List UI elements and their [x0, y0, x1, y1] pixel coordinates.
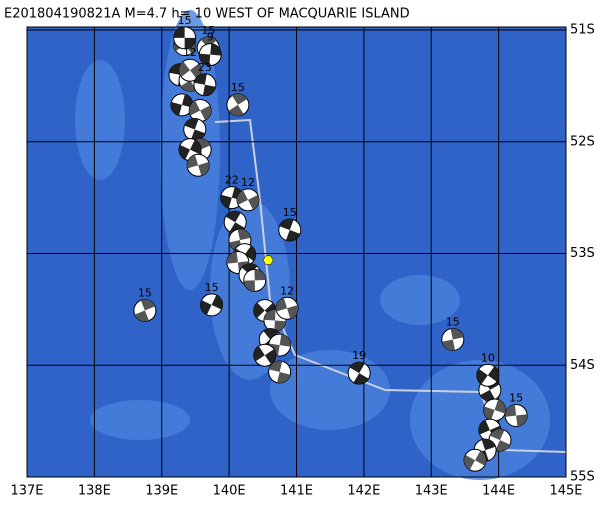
depth-label: 22 — [225, 174, 239, 187]
beachball-compression — [464, 450, 487, 470]
title: E201804190821A M=4.7 h= 10 WEST OF MACQU… — [4, 7, 410, 22]
beachball-compression — [187, 154, 210, 176]
beachball — [186, 153, 210, 177]
depth-label: 9 — [207, 31, 214, 44]
depth-label: 15 — [446, 316, 460, 329]
depth-label: 15 — [283, 206, 297, 219]
depth-label: 15 — [205, 281, 219, 294]
beachball-compression — [442, 328, 464, 351]
depth-label: 10 — [481, 351, 495, 364]
beachball — [268, 360, 292, 384]
beachball-compression — [505, 404, 528, 427]
beachball — [243, 268, 267, 292]
beachball-compression — [276, 297, 299, 319]
beachball-compression — [236, 190, 259, 210]
x-tick-label: 139E — [145, 484, 178, 499]
depth-label: 23 — [198, 61, 212, 74]
depth-label: 12 — [280, 284, 294, 297]
x-tick-label: 142E — [347, 484, 380, 499]
depth-label: 15 — [138, 286, 152, 299]
beachball-compression — [189, 100, 212, 121]
depth-label: 15 — [231, 81, 245, 94]
beachball-compression — [263, 309, 286, 332]
beachball-compression — [243, 269, 266, 292]
beachball-compression — [179, 61, 202, 79]
x-tick-label: 144E — [482, 484, 515, 499]
y-tick-label: 51S — [570, 23, 595, 38]
beachball — [278, 218, 302, 242]
beachball-compression — [184, 118, 206, 141]
beachball — [173, 26, 197, 50]
beachball — [133, 298, 157, 322]
beachball-compression — [228, 93, 248, 116]
beachball — [476, 363, 500, 387]
beachball-compression — [220, 187, 243, 209]
beachball — [183, 117, 207, 141]
beachball — [441, 328, 465, 352]
beachball — [483, 398, 507, 422]
beachball — [253, 343, 277, 367]
x-tick-label: 137E — [10, 484, 43, 499]
beachball — [463, 448, 487, 472]
beachball-compression — [483, 399, 506, 421]
beachball — [226, 93, 250, 117]
beachball-compression — [489, 429, 511, 452]
beachball-compression — [179, 139, 202, 160]
beachball-compression — [200, 294, 223, 315]
depth-label: 15 — [178, 14, 192, 27]
beachball-compression — [225, 211, 245, 234]
beachball-compression — [194, 73, 216, 96]
beachball-compression — [229, 229, 251, 252]
beachball-compression — [476, 366, 499, 385]
frame — [26, 26, 567, 478]
depth-label: 15 — [201, 24, 215, 37]
beachball-compression — [279, 219, 301, 242]
beachball — [504, 404, 528, 428]
beachball-compression — [268, 360, 291, 383]
beachball-compression — [134, 299, 156, 322]
beachball — [200, 293, 224, 317]
x-tick-label: 140E — [213, 484, 246, 499]
beachball — [275, 296, 299, 320]
y-tick-label: 54S — [570, 358, 595, 373]
depth-label: 15 — [509, 392, 523, 405]
beachball-compression — [173, 26, 196, 49]
x-tick-label: 138E — [78, 484, 111, 499]
x-tick-label: 145E — [549, 484, 582, 499]
depth-label: 19 — [352, 349, 366, 362]
beachball — [198, 43, 222, 67]
beachball — [347, 361, 371, 385]
main-event — [262, 255, 274, 265]
beachball-compression — [170, 94, 193, 116]
y-tick-label: 53S — [570, 246, 595, 261]
x-tick-label: 143E — [415, 484, 448, 499]
beachball-compression — [349, 362, 369, 385]
beachball — [193, 73, 217, 97]
y-tick-label: 55S — [570, 470, 595, 485]
beachball — [236, 188, 260, 212]
beachball-compression — [253, 346, 276, 365]
x-tick-label: 141E — [280, 484, 313, 499]
depth-label: 12 — [241, 176, 255, 189]
depth-label: 12 — [183, 46, 197, 59]
beachball — [188, 98, 212, 122]
beachball — [178, 58, 202, 82]
beachball-compression — [199, 43, 222, 66]
y-tick-label: 52S — [570, 134, 595, 149]
